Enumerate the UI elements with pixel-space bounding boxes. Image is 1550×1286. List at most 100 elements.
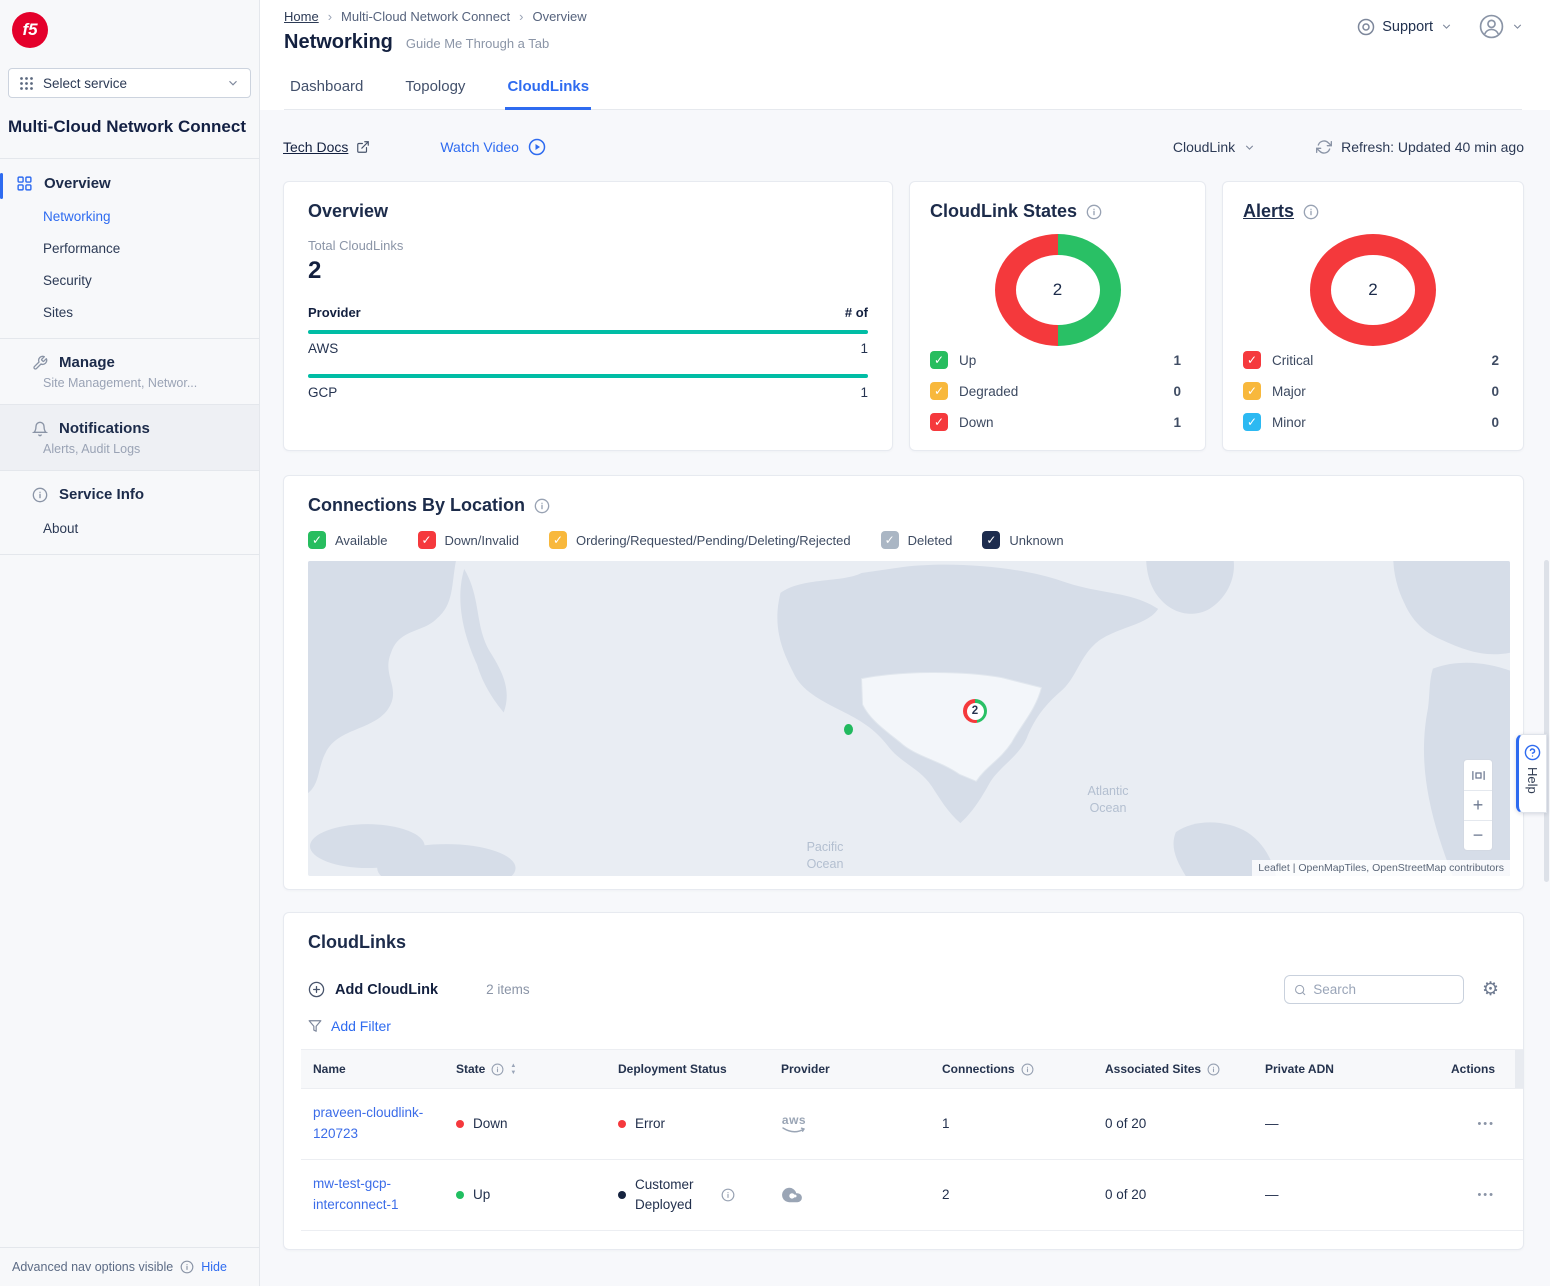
map-zoom-in-button[interactable]: + <box>1464 790 1492 820</box>
sidebar-item-performance[interactable]: Performance <box>43 241 259 256</box>
main-area: Home › Multi-Cloud Network Connect › Ove… <box>260 0 1550 1286</box>
col-name[interactable]: Name <box>301 1050 444 1088</box>
col-state[interactable]: State ▲▼ <box>444 1050 606 1088</box>
tab-cloudlinks[interactable]: CloudLinks <box>505 70 591 110</box>
sidebar-item-overview[interactable]: Overview <box>0 175 259 192</box>
table-settings-gear-icon[interactable]: ⚙ <box>1482 980 1499 999</box>
alerts-card-title[interactable]: Alerts <box>1243 201 1294 222</box>
overview-card-title: Overview <box>308 201 868 222</box>
sidebar-item-about[interactable]: About <box>43 521 243 554</box>
select-service-dropdown[interactable]: Select service <box>8 68 251 98</box>
critical-checkbox[interactable]: ✓ <box>1243 351 1261 369</box>
cloudlink-name-link[interactable]: mw-test-gcp-interconnect-1 <box>313 1174 438 1216</box>
refresh-button[interactable]: Refresh: Updated 40 min ago <box>1316 139 1524 155</box>
col-deployment-status[interactable]: Deployment Status <box>606 1050 769 1088</box>
help-tab-label: Help <box>1525 767 1540 794</box>
sidebar-item-sites[interactable]: Sites <box>43 305 259 320</box>
provider-bar-aws: AWS 1 <box>308 330 868 364</box>
down-invalid-checkbox[interactable]: ✓ <box>418 531 436 549</box>
map-site-marker[interactable] <box>844 724 853 735</box>
col-private-adn[interactable]: Private ADN <box>1253 1050 1427 1088</box>
help-tab[interactable]: Help <box>1516 734 1547 813</box>
aws-smile-icon <box>781 1126 807 1134</box>
map-cluster-marker[interactable]: 2 <box>963 699 987 723</box>
deployment-label: Customer Deployed <box>635 1175 713 1216</box>
chevron-down-icon <box>1243 141 1256 154</box>
col-connections[interactable]: Connections <box>930 1050 1093 1088</box>
deleted-checkbox[interactable]: ✓ <box>881 531 899 549</box>
sidebar-item-security[interactable]: Security <box>43 273 259 288</box>
major-checkbox[interactable]: ✓ <box>1243 382 1261 400</box>
page-scrollbar[interactable] <box>1543 112 1550 1286</box>
sidebar-notifications-label: Notifications <box>59 420 150 437</box>
world-map[interactable]: Atlantic Ocean Pacific Ocean 2 + − Leafl… <box>308 561 1510 876</box>
info-icon[interactable] <box>534 498 550 514</box>
sidebar-item-manage[interactable]: Manage Site Management, Networ... <box>0 339 259 404</box>
map-fit-bounds-button[interactable] <box>1464 760 1492 790</box>
tab-topology[interactable]: Topology <box>403 70 467 109</box>
sidebar-item-service-info[interactable]: Service Info <box>16 486 243 503</box>
map-zoom-out-button[interactable]: − <box>1464 820 1492 850</box>
down-label: Down <box>959 415 994 430</box>
info-icon[interactable] <box>1021 1063 1034 1076</box>
watch-video-link[interactable]: Watch Video <box>440 138 546 156</box>
unknown-checkbox[interactable]: ✓ <box>982 531 1000 549</box>
private-adn-value: — <box>1265 1187 1279 1202</box>
watch-video-label: Watch Video <box>440 139 519 155</box>
col-associated-sites[interactable]: Associated Sites <box>1093 1050 1253 1088</box>
add-cloudlink-button[interactable]: Add CloudLink <box>308 981 438 998</box>
row-actions-menu[interactable]: ••• <box>1477 1189 1495 1201</box>
provider-cell: aws <box>769 1089 930 1159</box>
table-scrollbar-corner <box>1515 1050 1523 1088</box>
guide-me-link[interactable]: Guide Me Through a Tab <box>406 36 549 51</box>
user-menu[interactable] <box>1479 14 1524 39</box>
search-icon <box>1294 983 1306 997</box>
info-icon[interactable] <box>1303 204 1319 220</box>
row-actions-menu[interactable]: ••• <box>1477 1118 1495 1130</box>
scrollbar-thumb[interactable] <box>1544 560 1549 882</box>
hide-nav-button[interactable]: Hide <box>201 1260 227 1274</box>
states-card-title: CloudLink States <box>930 201 1077 222</box>
ordering-checkbox[interactable]: ✓ <box>549 531 567 549</box>
f5-logo[interactable]: f5 <box>12 12 48 48</box>
legend-row-minor: ✓ Minor 0 <box>1243 413 1503 431</box>
sort-icon[interactable]: ▲▼ <box>510 1063 516 1076</box>
count-column-label: # of <box>845 305 868 320</box>
table-search[interactable] <box>1284 975 1464 1004</box>
search-input[interactable] <box>1313 982 1454 997</box>
up-label: Up <box>959 353 976 368</box>
down-invalid-label: Down/Invalid <box>445 533 519 548</box>
down-checkbox[interactable]: ✓ <box>930 413 948 431</box>
sidebar-item-notifications[interactable]: Notifications Alerts, Audit Logs <box>0 405 259 470</box>
state-label: Down <box>473 1116 508 1131</box>
up-checkbox[interactable]: ✓ <box>930 351 948 369</box>
sidebar-item-networking[interactable]: Networking <box>43 209 259 224</box>
map-attribution[interactable]: Leaflet | OpenMapTiles, OpenStreetMap co… <box>1252 860 1510 876</box>
total-cloudlinks-label: Total CloudLinks <box>308 238 868 253</box>
info-icon[interactable] <box>721 1188 735 1202</box>
tech-docs-link[interactable]: Tech Docs <box>283 139 370 155</box>
breadcrumb-mcn[interactable]: Multi-Cloud Network Connect <box>341 9 510 24</box>
degraded-checkbox[interactable]: ✓ <box>930 382 948 400</box>
breadcrumb-overview[interactable]: Overview <box>532 9 586 24</box>
info-icon[interactable] <box>1207 1063 1220 1076</box>
content-area: Tech Docs Watch Video CloudLink <box>260 110 1550 1286</box>
info-icon[interactable] <box>1086 204 1102 220</box>
support-menu[interactable]: Support <box>1357 18 1453 36</box>
tab-dashboard[interactable]: Dashboard <box>288 70 365 109</box>
down-value: 1 <box>1173 415 1185 430</box>
minor-checkbox[interactable]: ✓ <box>1243 413 1261 431</box>
critical-value: 2 <box>1491 353 1503 368</box>
add-filter-button[interactable]: Add Filter <box>308 1018 1523 1034</box>
alerts-donut-total: 2 <box>1368 280 1377 300</box>
info-icon[interactable] <box>491 1063 504 1076</box>
cloudlink-name-link[interactable]: praveen-cloudlink-120723 <box>313 1103 438 1145</box>
sidebar-service-info-label: Service Info <box>59 486 144 503</box>
available-checkbox[interactable]: ✓ <box>308 531 326 549</box>
connections-by-location-card: Connections By Location ✓ Available ✓ Do… <box>283 475 1524 890</box>
breadcrumb-home[interactable]: Home <box>284 9 319 24</box>
legend-row-degraded: ✓ Degraded 0 <box>930 382 1185 400</box>
scope-dropdown[interactable]: CloudLink <box>1173 139 1256 155</box>
col-provider[interactable]: Provider <box>769 1050 930 1088</box>
breadcrumb-separator-icon: › <box>328 9 332 24</box>
